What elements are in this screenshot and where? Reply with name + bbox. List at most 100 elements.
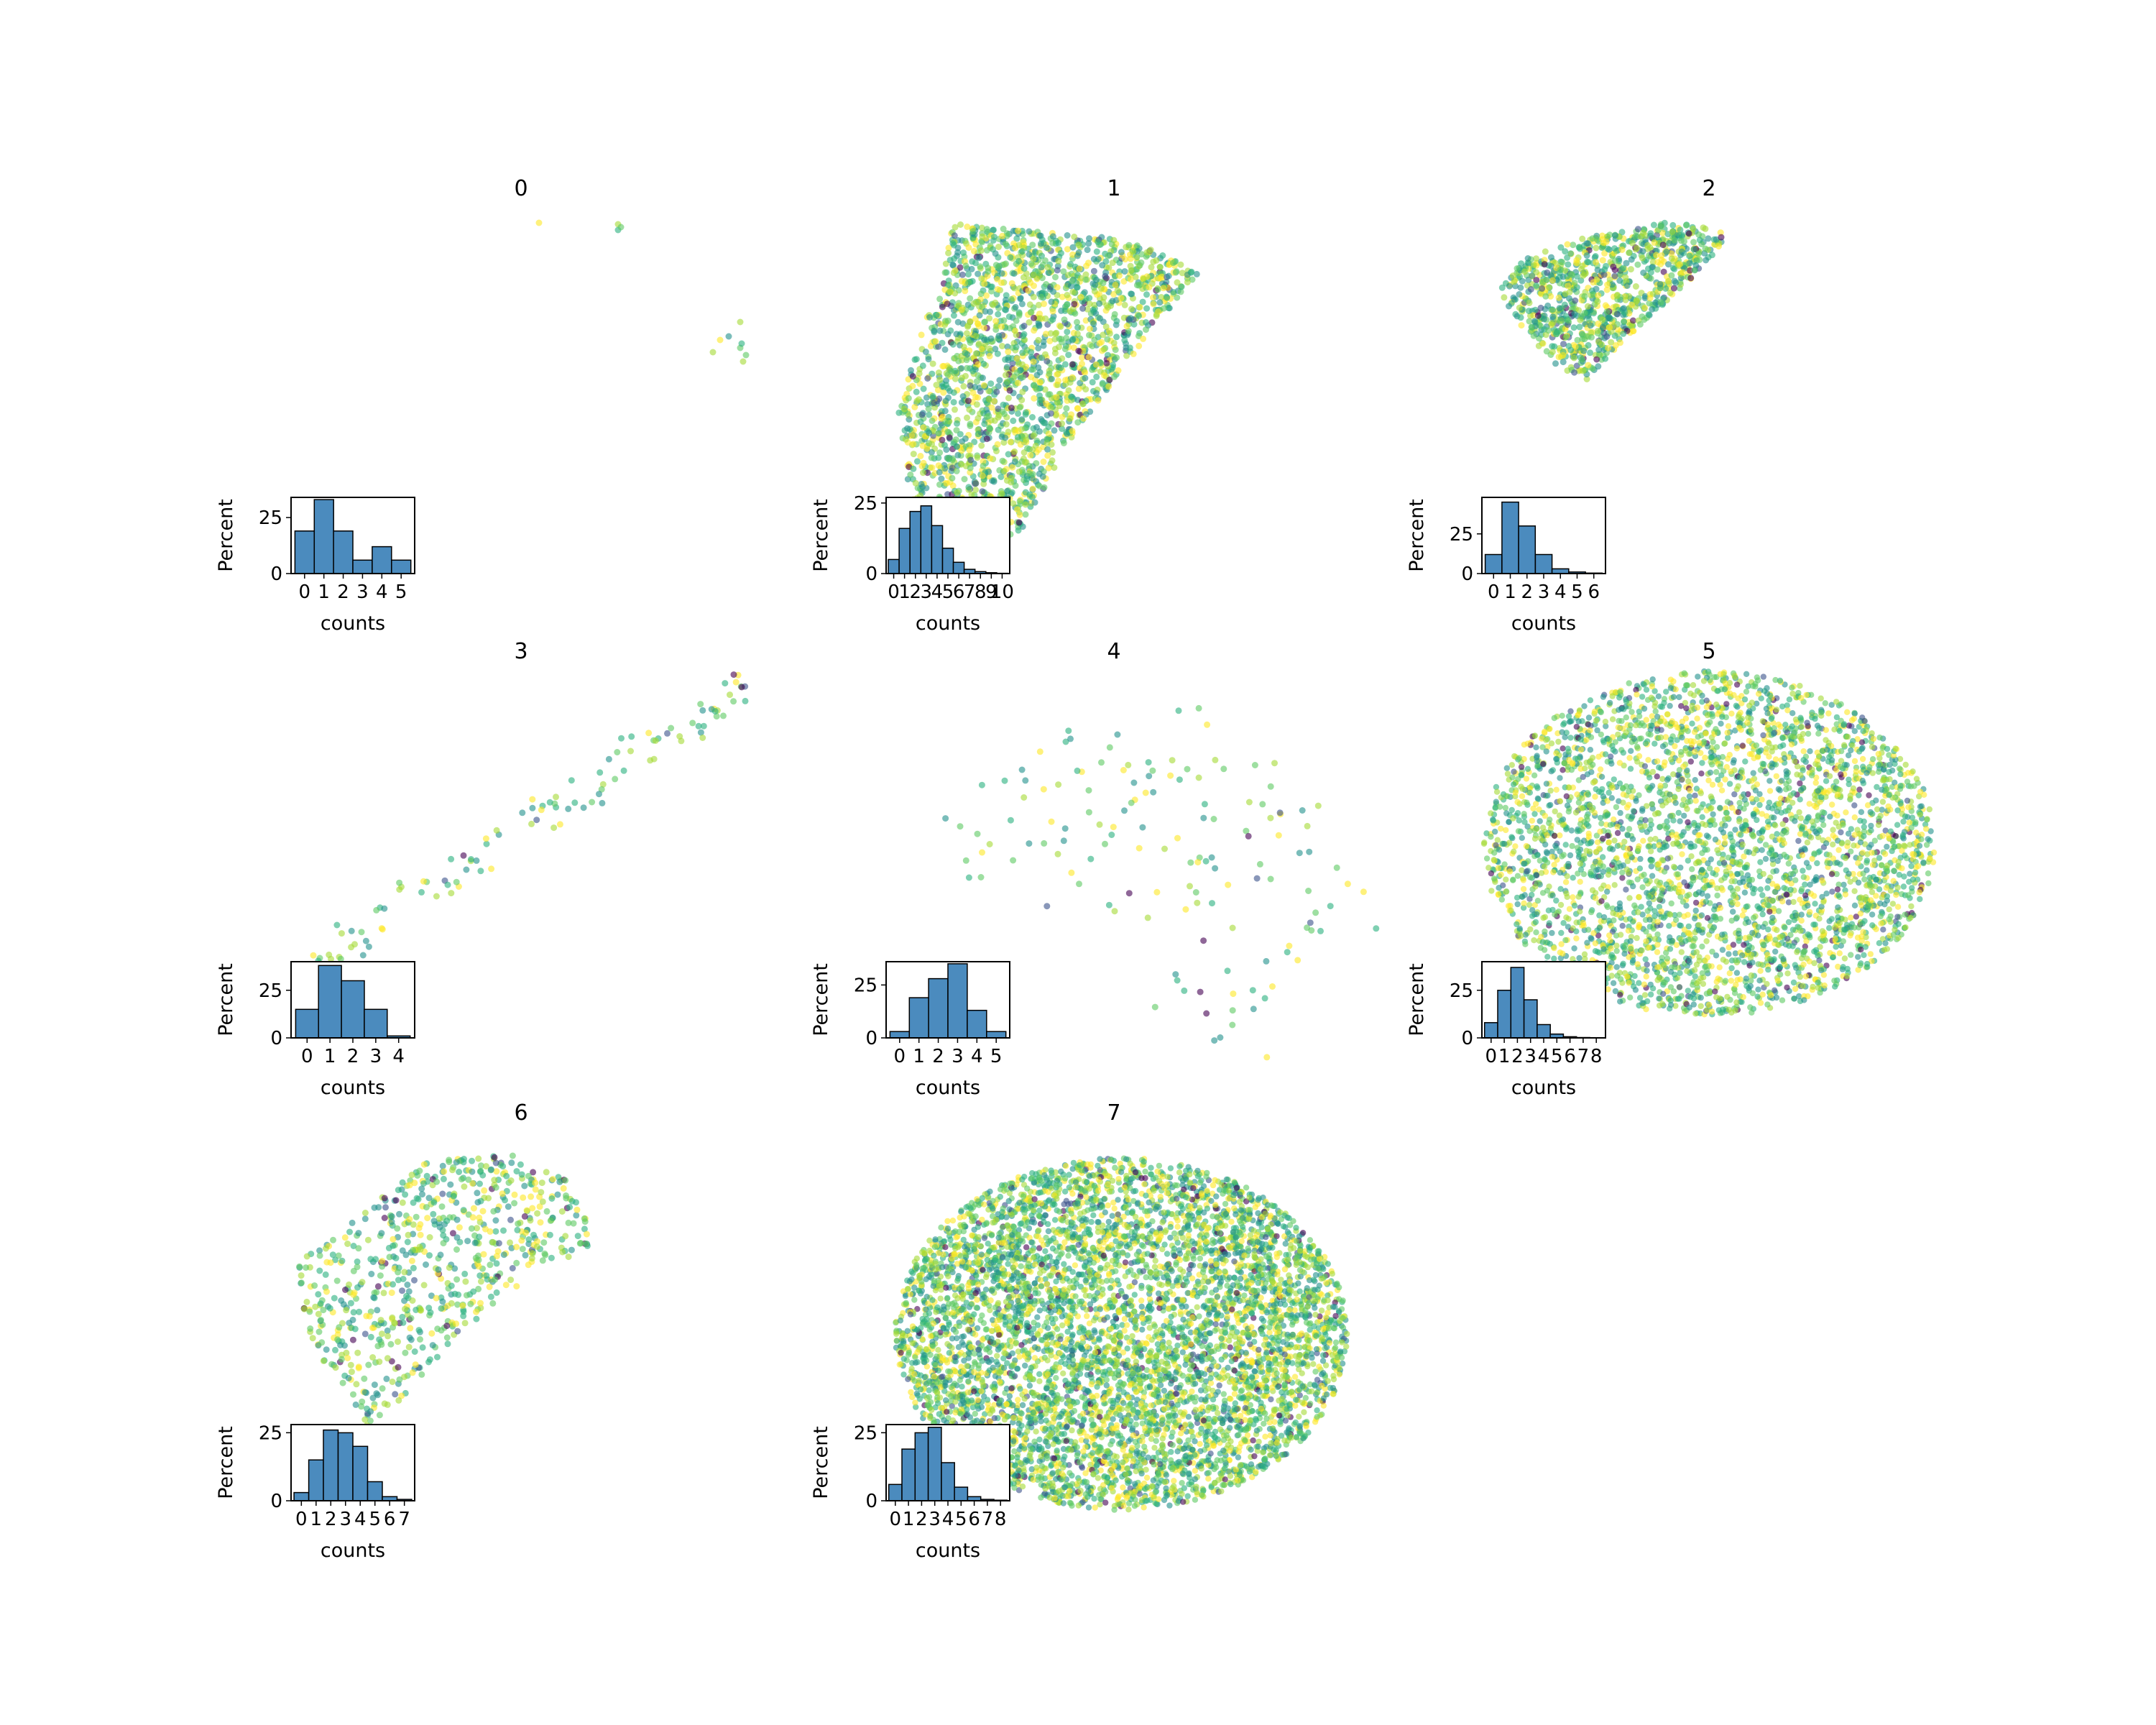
scatter-point <box>1250 1006 1257 1013</box>
scatter-point <box>1672 279 1680 286</box>
scatter-point <box>1045 269 1052 276</box>
scatter-point <box>1635 909 1641 916</box>
scatter-point <box>1140 275 1147 282</box>
scatter-point <box>1047 404 1054 411</box>
scatter-point <box>1690 692 1697 699</box>
scatter-point <box>959 271 966 278</box>
scatter-point <box>1307 919 1314 926</box>
scatter-point <box>1267 875 1274 883</box>
y-tick-label: 0 <box>865 564 877 585</box>
scatter-point <box>599 799 606 806</box>
scatter-point <box>960 344 967 351</box>
scatter-point <box>913 458 921 465</box>
scatter-point <box>1636 792 1642 799</box>
scatter-point <box>1639 248 1646 255</box>
scatter-point <box>929 360 936 367</box>
scatter-point <box>1828 871 1835 878</box>
scatter-point <box>907 472 914 478</box>
scatter-point <box>1327 903 1334 910</box>
scatter-point <box>1063 334 1070 341</box>
scatter-point <box>1779 821 1786 827</box>
scatter-point <box>1130 350 1137 357</box>
scatter-point <box>1159 252 1166 259</box>
scatter-point <box>1623 886 1629 893</box>
scatter-point <box>936 469 943 476</box>
scatter-point <box>1570 324 1577 331</box>
scatter-point <box>913 388 920 395</box>
y-tick-label: 25 <box>259 980 282 1002</box>
scatter-point <box>1059 420 1066 427</box>
scatter-point <box>1519 277 1526 285</box>
x-tick-label: 5 <box>1571 581 1583 603</box>
x-tick-label: 3 <box>921 581 933 603</box>
scatter-point <box>1176 776 1183 783</box>
scatter-point <box>1004 379 1011 386</box>
hist-bar <box>318 965 342 1039</box>
scatter-point <box>1508 806 1515 814</box>
scatter-point <box>1015 227 1022 234</box>
scatter-point <box>1543 348 1550 355</box>
scatter-point <box>1695 921 1703 929</box>
scatter-point <box>1045 464 1052 472</box>
scatter-point <box>936 295 944 303</box>
scatter-point <box>1613 942 1620 949</box>
scatter-point <box>1520 886 1527 893</box>
scatter-point <box>1174 977 1181 984</box>
scatter-point <box>995 264 1002 271</box>
scatter-point <box>995 244 1002 250</box>
scatter-point <box>1730 908 1736 915</box>
scatter-point <box>1613 293 1621 299</box>
scatter-point <box>1678 248 1685 255</box>
scatter-point <box>1146 773 1153 780</box>
scatter-point <box>911 403 918 410</box>
scatter-point <box>1555 294 1562 301</box>
scatter-point <box>1015 360 1022 367</box>
scatter-point <box>1105 383 1112 390</box>
scatter-point <box>1708 252 1715 259</box>
scatter-point <box>1008 404 1015 411</box>
scatter-point <box>1696 256 1703 263</box>
scatter-point <box>1001 306 1008 313</box>
scatter-point <box>1197 988 1204 995</box>
scatter-point <box>1531 318 1538 325</box>
scatter-point <box>1007 254 1014 261</box>
scatter-point <box>1123 344 1130 351</box>
scatter-point <box>1659 242 1667 249</box>
scatter-point <box>1068 869 1075 876</box>
scatter-point <box>1920 859 1927 866</box>
scatter-point <box>1047 410 1054 417</box>
scatter-point <box>1317 927 1324 934</box>
scatter-point <box>1559 259 1566 266</box>
scatter-point <box>1645 757 1651 763</box>
scatter-point <box>1010 270 1018 277</box>
scatter-point <box>1137 281 1144 288</box>
scatter-point <box>1049 316 1056 323</box>
scatter-point <box>1039 473 1046 480</box>
scatter-point <box>1768 715 1775 722</box>
scatter-point <box>1822 700 1828 707</box>
scatter-point <box>1602 302 1609 309</box>
scatter-point <box>1018 766 1026 773</box>
scatter-point <box>1534 312 1542 319</box>
scatter-point <box>1136 262 1143 269</box>
scatter-point <box>1075 242 1082 249</box>
scatter-point <box>1641 981 1647 988</box>
scatter-point <box>995 412 1003 419</box>
scatter-point <box>1049 457 1056 464</box>
scatter-point <box>1022 777 1029 784</box>
scatter-point <box>1611 272 1618 280</box>
scatter-point <box>1031 314 1037 321</box>
scatter-point <box>717 336 724 344</box>
scatter-point <box>1052 274 1059 281</box>
scatter-point <box>359 952 367 959</box>
scatter-point <box>1826 754 1833 760</box>
scatter-point <box>1552 360 1559 367</box>
scatter-point <box>1567 250 1574 257</box>
scatter-point <box>1829 801 1835 808</box>
scatter-point <box>1046 338 1054 344</box>
scatter-point <box>1632 233 1639 239</box>
scatter-point <box>1051 346 1059 352</box>
scatter-point <box>1702 245 1709 252</box>
scatter-point <box>1548 320 1555 327</box>
